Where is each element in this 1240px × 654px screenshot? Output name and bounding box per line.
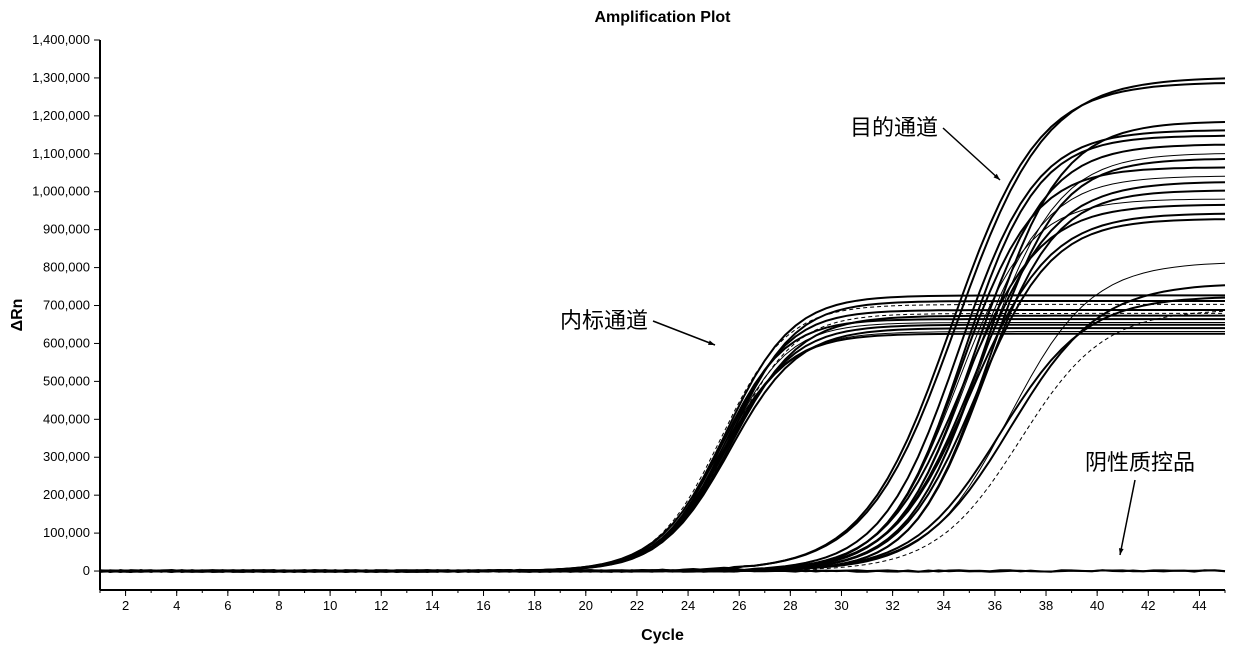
x-tick-label: 40 [1090, 598, 1104, 613]
y-tick-label: 100,000 [43, 525, 90, 540]
y-tick-label: 900,000 [43, 222, 90, 237]
annotation-label: 内标通道 [560, 308, 648, 333]
amp-curve-target_low [100, 298, 1225, 572]
amp-curve-target_main [100, 168, 1225, 572]
x-tick-label: 44 [1192, 598, 1206, 613]
amp-curve-target_main [100, 154, 1225, 572]
x-tick-label: 20 [579, 598, 593, 613]
x-tick-label: 26 [732, 598, 746, 613]
amp-curve-target_main [100, 130, 1225, 571]
y-tick-label: 1,000,000 [32, 184, 90, 199]
x-tick-label: 24 [681, 598, 695, 613]
y-tick-label: 700,000 [43, 298, 90, 313]
amp-curve-target_main [100, 219, 1225, 572]
x-ticks: 2468101214161820222426283032343638404244 [100, 590, 1225, 613]
x-tick-label: 18 [527, 598, 541, 613]
x-tick-label: 10 [323, 598, 337, 613]
y-tick-label: 800,000 [43, 260, 90, 275]
chart-title: Amplification Plot [595, 9, 732, 26]
y-tick-label: 500,000 [43, 373, 90, 388]
amp-curve-target_main [100, 214, 1225, 572]
annotation-arrow [653, 321, 715, 345]
y-ticks: 0 100,000 200,000 300,000 400,000 500,000 600,… [32, 32, 100, 578]
y-tick-label: 1,400,000 [32, 32, 90, 47]
x-tick-label: 38 [1039, 598, 1053, 613]
x-tick-label: 42 [1141, 598, 1155, 613]
amp-curve-target_main [100, 191, 1225, 572]
amp-curve-target_main [100, 205, 1225, 572]
x-tick-label: 34 [937, 598, 951, 613]
chart-svg: Amplification Plot Cycle ΔRn 24681012141… [0, 0, 1240, 654]
y-tick-label: 600,000 [43, 335, 90, 350]
annotation-arrowhead [708, 340, 715, 345]
amp-curve-internal_standard [100, 301, 1225, 572]
annotation-arrow [943, 128, 1000, 180]
y-tick-label: 400,000 [43, 411, 90, 426]
annotation-arrow [1120, 480, 1135, 555]
x-tick-label: 4 [173, 598, 180, 613]
x-tick-label: 6 [224, 598, 231, 613]
y-tick-label: 300,000 [43, 449, 90, 464]
x-tick-label: 14 [425, 598, 439, 613]
y-tick-label: 1,100,000 [32, 146, 90, 161]
x-tick-label: 36 [988, 598, 1002, 613]
y-tick-label: 0 [83, 563, 90, 578]
amp-curve-target_main [100, 122, 1225, 572]
annotation-label: 阴性质控品 [1085, 450, 1195, 475]
x-tick-label: 2 [122, 598, 129, 613]
amp-curve-target_main [100, 182, 1225, 572]
y-tick-label: 200,000 [43, 487, 90, 502]
amp-curve-internal_standard [100, 304, 1225, 571]
amp-curve-target_low [100, 311, 1225, 572]
x-tick-label: 30 [834, 598, 848, 613]
y-tick-label: 1,300,000 [32, 70, 90, 85]
x-axis-label: Cycle [641, 627, 684, 644]
amp-curve-internal_standard [100, 310, 1225, 572]
x-tick-label: 12 [374, 598, 388, 613]
amp-curve-target_main [100, 159, 1225, 572]
amplification-plot-container: Amplification Plot Cycle ΔRn 24681012141… [0, 0, 1240, 654]
x-tick-label: 16 [476, 598, 490, 613]
annotation-label: 目的通道 [850, 115, 938, 140]
x-tick-label: 32 [885, 598, 899, 613]
y-axis-label: ΔRn [9, 299, 26, 332]
y-tick-label: 1,200,000 [32, 108, 90, 123]
x-tick-label: 22 [630, 598, 644, 613]
x-tick-label: 8 [275, 598, 282, 613]
x-tick-label: 28 [783, 598, 797, 613]
